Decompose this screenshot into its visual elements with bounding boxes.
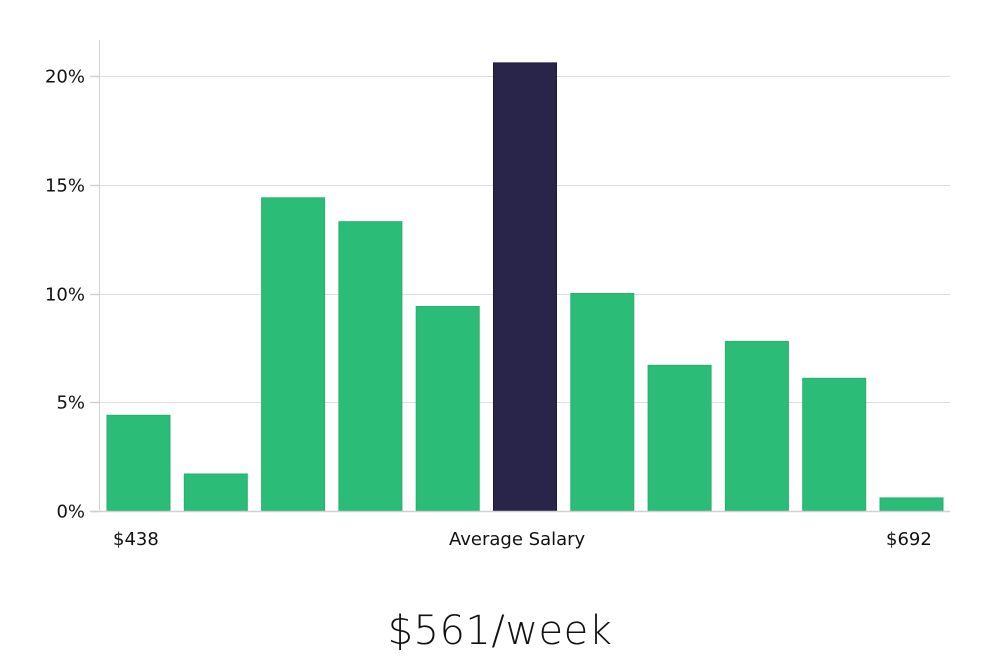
y-tick-label: 10% <box>44 284 85 305</box>
bar <box>724 340 789 512</box>
salary-histogram <box>90 40 950 513</box>
x-min-label: $438 <box>113 529 159 550</box>
x-max-label: $692 <box>886 529 932 550</box>
bar <box>647 364 712 512</box>
bar <box>338 221 403 512</box>
bar <box>106 414 171 512</box>
bar <box>261 197 326 512</box>
bar-average-salary <box>493 62 557 512</box>
bar <box>802 377 867 512</box>
bars <box>106 62 944 512</box>
y-tick-label: 15% <box>44 175 85 196</box>
bar <box>570 293 635 512</box>
bar <box>415 306 480 512</box>
average-salary-value: $561/week <box>387 608 613 654</box>
x-axis-title: Average Salary <box>449 529 586 550</box>
y-tick-label: 5% <box>56 392 85 413</box>
y-tick-label: 0% <box>56 501 85 522</box>
bar <box>879 497 944 512</box>
bar <box>183 473 248 512</box>
y-tick-label: 20% <box>44 66 85 87</box>
